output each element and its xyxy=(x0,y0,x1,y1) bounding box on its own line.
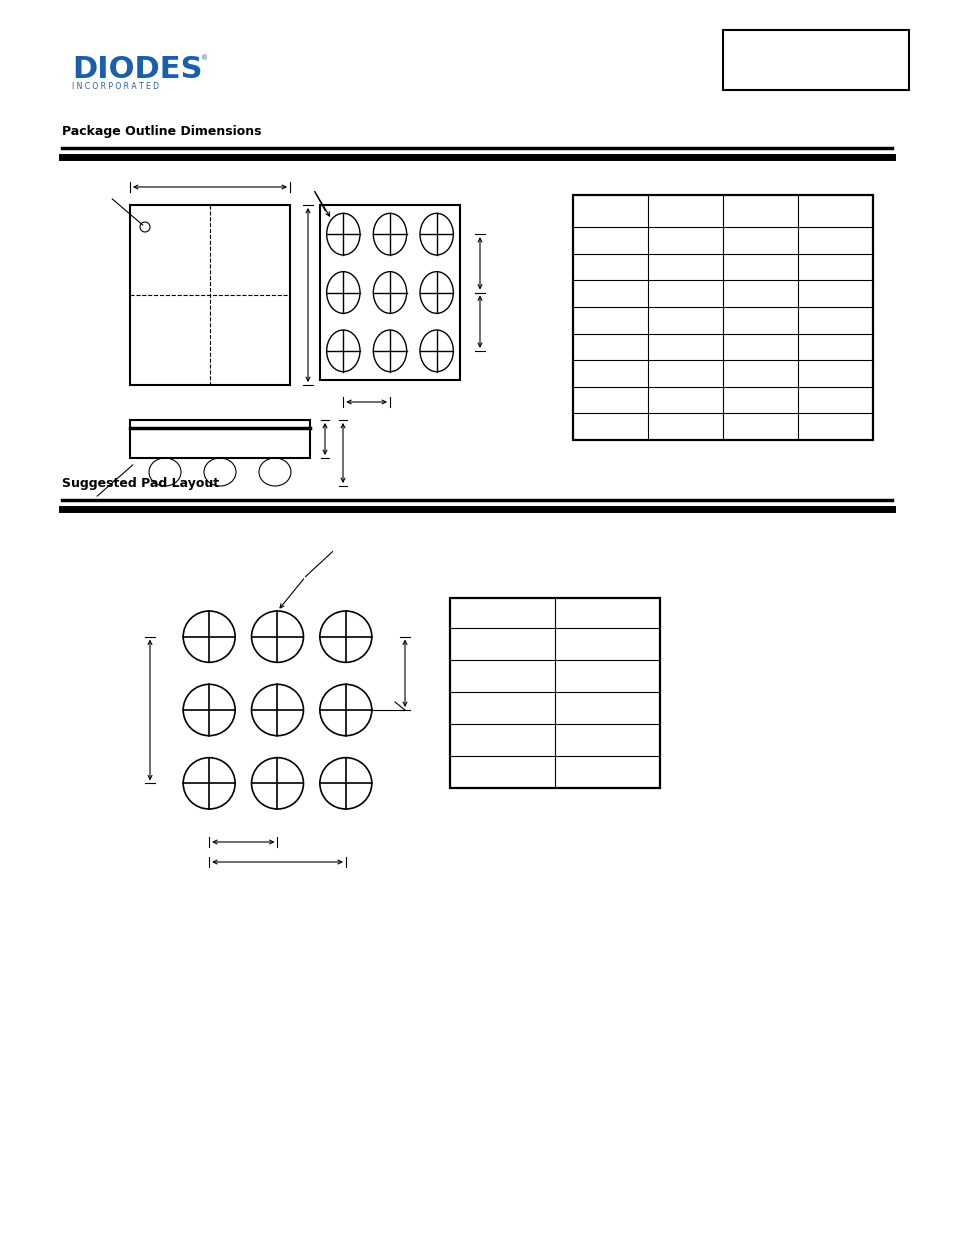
Text: ®: ® xyxy=(201,56,208,61)
Text: Suggested Pad Layout: Suggested Pad Layout xyxy=(62,477,219,490)
Bar xyxy=(319,205,459,380)
Bar xyxy=(450,598,659,788)
Bar xyxy=(722,30,908,90)
Bar xyxy=(130,205,290,385)
Text: Package Outline Dimensions: Package Outline Dimensions xyxy=(62,125,261,138)
Bar xyxy=(130,420,310,458)
Bar xyxy=(573,195,872,440)
Text: DIODES: DIODES xyxy=(71,56,202,84)
Text: I N C O R P O R A T E D: I N C O R P O R A T E D xyxy=(71,82,159,91)
